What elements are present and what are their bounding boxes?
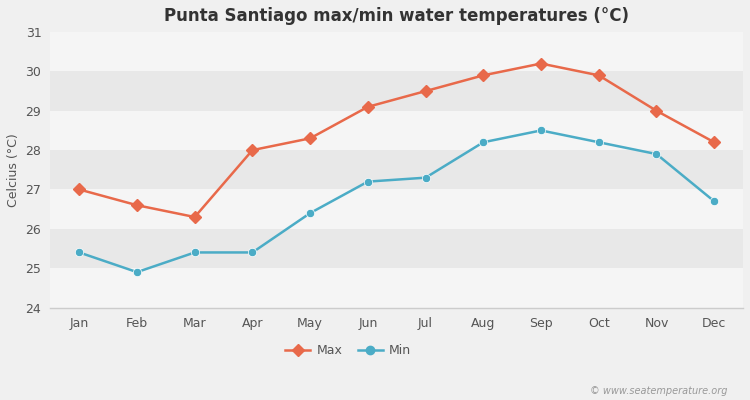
Y-axis label: Celcius (°C): Celcius (°C)	[7, 133, 20, 207]
Bar	[50, 111, 743, 150]
Bar	[50, 150, 743, 190]
Bar	[50, 268, 743, 308]
Title: Punta Santiago max/min water temperatures (°C): Punta Santiago max/min water temperature…	[164, 7, 629, 25]
Bar	[50, 229, 743, 268]
Bar	[50, 190, 743, 229]
Bar	[50, 32, 743, 72]
Bar	[50, 72, 743, 111]
Legend: Max, Min: Max, Min	[280, 339, 416, 362]
Text: © www.seatemperature.org: © www.seatemperature.org	[590, 386, 728, 396]
